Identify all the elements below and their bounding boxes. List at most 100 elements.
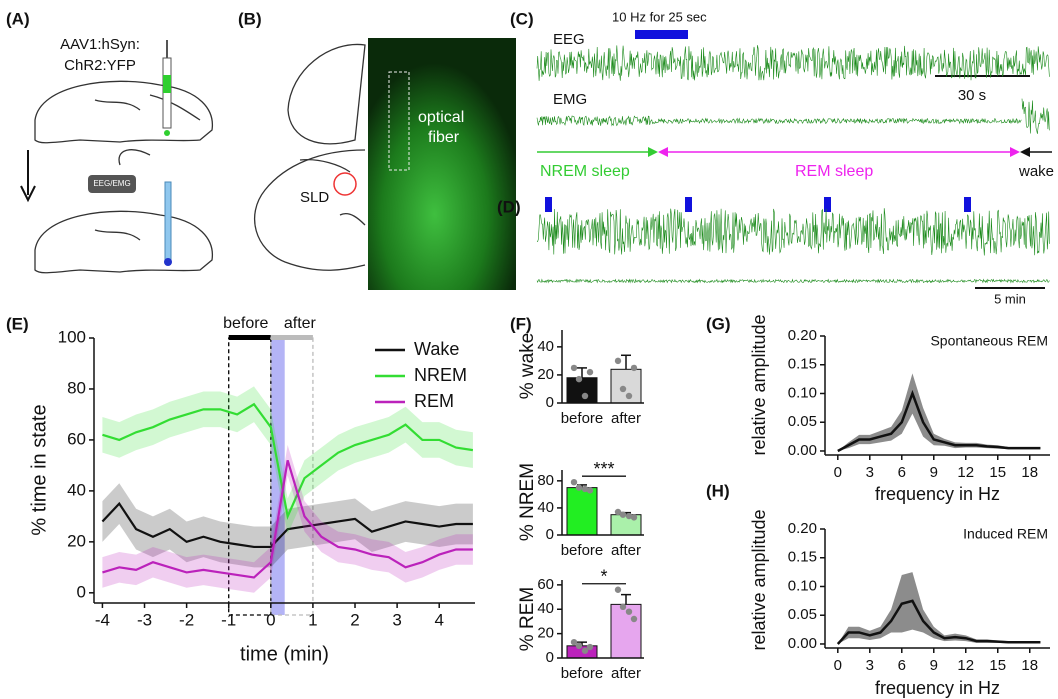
significance-label: *** [593,459,614,479]
panel-label: (B) [238,9,262,28]
x-tick-label: 15 [989,464,1006,481]
error-band [838,572,1041,644]
panel-label: (D) [497,197,521,216]
x-tick-label: after [611,410,641,427]
bar [567,378,597,403]
y-tick-label: 0.00 [788,442,817,459]
stim-bar [545,197,552,212]
point [587,644,593,650]
point [631,616,637,622]
panel-b: (B) SLD optical fiber [238,9,516,290]
brain-outline [35,81,212,142]
brain-outline [255,150,365,270]
y-tick-label: 60 [67,429,86,448]
y-tick-label: 80 [537,472,554,489]
y-tick-label: 0.05 [788,413,817,430]
point [626,393,632,399]
trace-label: EEG [553,31,585,48]
window-bar [229,335,271,340]
x-tick-label: 18 [1021,464,1038,481]
x-tick-label: 0 [834,464,842,481]
x-axis-label: time (min) [240,643,329,665]
arrow-head [648,147,658,157]
x-tick-label: 2 [350,610,359,629]
y-tick-label: 0.05 [788,606,817,623]
stim-label: 10 Hz for 25 sec [612,9,707,24]
x-tick-label: 3 [866,464,874,481]
stim-bar [685,197,692,212]
fiber-label: optical [418,109,464,126]
legend-label: NREM [414,365,467,385]
window-label: after [284,315,317,332]
point [631,365,637,371]
x-tick-label: 6 [898,657,906,674]
y-axis-label: % time in state [28,404,50,535]
panel-c-d: (C) 10 Hz for 25 sec EEG EMG 30 s NREM s… [497,9,1054,306]
syringe-fill [163,75,171,93]
x-tick-label: 0 [266,610,275,629]
y-tick-label: 0 [546,394,554,411]
x-tick-label: 6 [898,464,906,481]
stim-bar [635,30,688,39]
histology [368,38,516,290]
trace-label: EMG [553,91,587,108]
point [626,608,632,614]
y-tick-label: 80 [67,378,86,397]
virus-label: ChR2:YFP [64,57,136,74]
y-axis-label: relative amplitude [749,314,769,455]
point [587,369,593,375]
state-label: wake [1018,163,1054,180]
trace [1022,99,1049,134]
brain-detail [95,150,150,240]
fiber-label: fiber [428,129,460,146]
arrow-head [1020,147,1030,157]
point [631,514,637,520]
x-tick-label: 3 [392,610,401,629]
panel-label: (C) [510,9,534,28]
panel-label: (A) [6,9,30,28]
x-tick-label: -1 [221,610,236,629]
point [582,393,588,399]
point [576,643,582,649]
point [571,479,577,485]
scale-label: 30 s [958,87,986,104]
x-tick-label: 12 [957,657,974,674]
y-axis-label: % REM [517,587,538,651]
y-tick-label: 0 [77,582,86,601]
virus-label: AAV1:hSyn: [60,36,140,53]
y-tick-label: 0 [546,649,554,666]
y-tick-label: 0.20 [788,520,817,537]
x-tick-label: 12 [957,464,974,481]
point [620,604,626,610]
x-tick-label: 9 [930,657,938,674]
panel-label: (H) [706,481,730,500]
state-label: REM sleep [795,163,873,180]
y-axis-label: % wake [517,333,538,400]
x-tick-label: 0 [834,657,842,674]
x-tick-label: after [611,542,641,559]
panel-label: (F) [510,314,532,333]
x-tick-label: -2 [179,610,194,629]
y-tick-label: 0 [546,526,554,543]
panel-label: (G) [706,314,731,333]
y-tick-label: 0.15 [788,356,817,373]
x-tick-label: before [561,542,604,559]
window-bar [271,335,313,340]
brain-detail [95,95,200,120]
x-tick-label: 3 [866,657,874,674]
trace [537,116,1021,126]
point [587,487,593,493]
stim-bar [964,197,971,212]
stim-bar [824,197,831,212]
x-tick-label: before [561,410,604,427]
legend-label: REM [414,391,454,411]
point [615,587,621,593]
legend-label: Wake [414,339,459,359]
y-tick-label: 100 [58,327,86,346]
point [576,484,582,490]
injection [164,130,170,136]
point [615,358,621,364]
region-label: SLD [300,189,329,206]
x-tick-label: after [611,665,641,682]
y-tick-label: 40 [67,480,86,499]
